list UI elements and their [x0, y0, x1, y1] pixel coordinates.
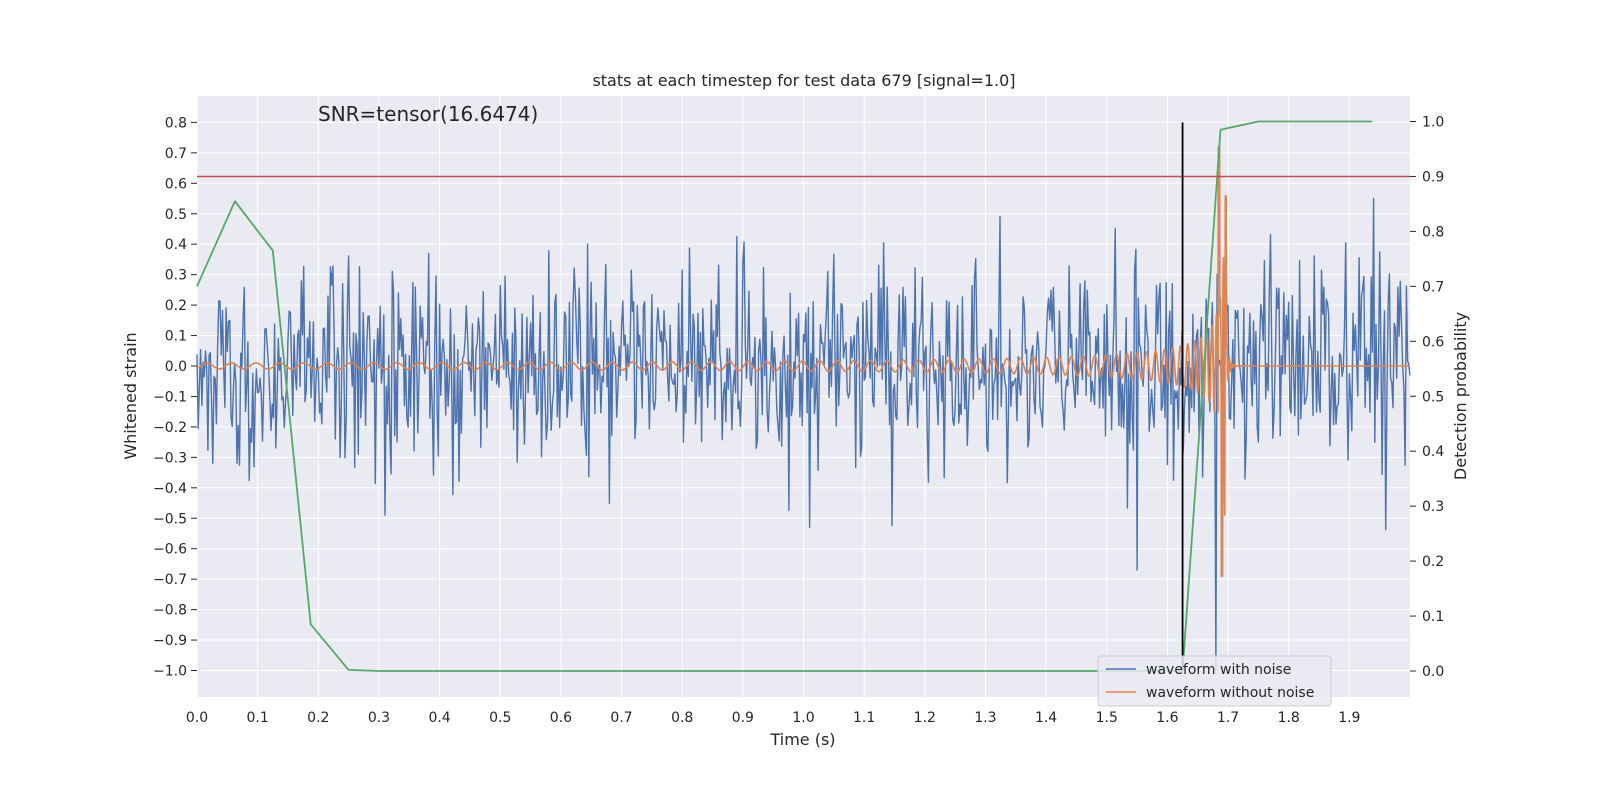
y-right-tick-label: 0.0: [1422, 664, 1444, 680]
x-tick-label: 1.9: [1338, 710, 1360, 726]
x-tick-label: 1.1: [853, 710, 875, 726]
x-tick-label: 0.0: [186, 710, 208, 726]
y-right-tick-label: 0.5: [1422, 389, 1444, 405]
x-tick-label: 0.6: [550, 710, 572, 726]
y-right-tick-label: 1.0: [1422, 115, 1444, 131]
y-left-tick-label: −0.9: [153, 633, 187, 649]
legend-label-clean: waveform without noise: [1146, 685, 1314, 701]
x-tick-label: 1.4: [1035, 710, 1057, 726]
y-left-tick-label: 0.6: [165, 176, 187, 192]
x-tick-label: 0.7: [610, 710, 632, 726]
x-axis-ticks: 0.0 0.1 0.2 0.3 0.4 0.5 0.6 0.7 0.8 0.9 1.0 1.1 1.2 1…: [186, 710, 1361, 726]
y-left-axis-ticks: 0.8 0.7 0.6 0.5 0.4 0.3 0.2 0.1 0.0 −0.1 −0.2 −0.3 −…: [153, 115, 197, 680]
x-tick-label: 0.5: [489, 710, 511, 726]
x-tick-label: 1.3: [974, 710, 996, 726]
y-right-tick-label: 0.6: [1422, 334, 1444, 350]
y-right-tick-label: 0.3: [1422, 499, 1444, 515]
series-waveform-without-noise: [196, 146, 1411, 577]
grid-lines: [196, 96, 1410, 697]
x-tick-label: 1.2: [914, 710, 936, 726]
y-left-tick-label: −0.1: [153, 389, 187, 405]
y-left-tick-label: 0.3: [165, 268, 187, 284]
y-left-tick-label: −0.7: [153, 572, 187, 588]
x-tick-label: 1.8: [1278, 710, 1300, 726]
y-left-tick-label: 0.1: [165, 329, 187, 345]
y-left-tick-label: 0.8: [165, 115, 187, 131]
series-waveform-with-noise: [196, 197, 1411, 672]
y-right-tick-label: 0.1: [1422, 609, 1444, 625]
chart-title: stats at each timestep for test data 679…: [592, 71, 1015, 90]
threshold-and-marker: [197, 122, 1410, 671]
y-left-tick-label: 0.7: [165, 146, 187, 162]
y-left-axis-label: Whitened strain: [121, 332, 140, 459]
clean-line: [196, 146, 1411, 577]
x-tick-label: 1.7: [1217, 710, 1239, 726]
x-tick-label: 1.5: [1096, 710, 1118, 726]
x-tick-label: 0.9: [732, 710, 754, 726]
y-left-tick-label: −1.0: [153, 664, 187, 680]
y-right-tick-label: 0.8: [1422, 224, 1444, 240]
y-left-tick-label: 0.2: [165, 298, 187, 314]
y-left-tick-label: −0.5: [153, 511, 187, 527]
x-tick-label: 0.8: [671, 710, 693, 726]
x-tick-label: 1.0: [792, 710, 814, 726]
x-axis-label: Time (s): [769, 730, 835, 749]
snr-annotation: SNR=tensor(16.6474): [318, 102, 538, 126]
probability-line: [196, 120, 1373, 672]
y-left-tick-label: −0.4: [153, 481, 187, 497]
y-left-tick-label: −0.2: [153, 420, 187, 436]
y-left-tick-label: 0.4: [165, 237, 187, 253]
y-right-axis-ticks: 1.0 0.9 0.8 0.7 0.6 0.5 0.4 0.3 0.2 0.1 0.0: [1410, 115, 1444, 680]
y-right-tick-label: 0.2: [1422, 554, 1444, 570]
legend-label-noise: waveform with noise: [1146, 662, 1291, 678]
x-tick-label: 1.6: [1156, 710, 1178, 726]
x-tick-label: 0.3: [368, 710, 390, 726]
noise-line: [196, 197, 1411, 672]
x-tick-label: 0.1: [247, 710, 269, 726]
legend-box: [1097, 655, 1332, 707]
y-right-tick-label: 0.4: [1422, 444, 1444, 460]
x-tick-label: 0.4: [428, 710, 450, 726]
series-detection-probability: [196, 120, 1373, 672]
y-right-tick-label: 0.9: [1422, 169, 1444, 185]
y-left-tick-label: −0.8: [153, 603, 187, 619]
x-tick-label: 0.2: [307, 710, 329, 726]
y-left-tick-label: 0.0: [165, 359, 187, 375]
y-right-axis-label: Detection probability: [1451, 312, 1470, 480]
y-right-tick-label: 0.7: [1422, 279, 1444, 295]
legend: waveform with noise waveform without noi…: [1097, 655, 1332, 707]
y-left-tick-label: 0.5: [165, 207, 187, 223]
y-left-tick-label: −0.6: [153, 542, 187, 558]
y-left-tick-label: −0.3: [153, 450, 187, 466]
